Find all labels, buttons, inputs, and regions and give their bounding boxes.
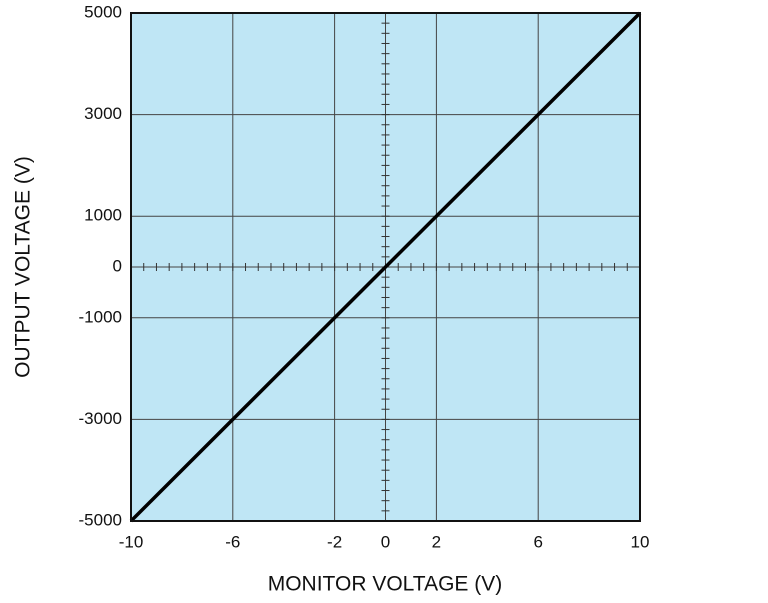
y-axis-label: OUTPUT VOLTAGE (V) [12,156,35,378]
x-tick-label: 0 [381,532,390,551]
y-tick-label: -1000 [79,307,122,326]
y-tick-label: 1000 [84,206,122,225]
y-tick-label: 0 [113,256,122,275]
x-tick-label: -10 [119,532,144,551]
y-tick-label: 3000 [84,104,122,123]
y-tick-label: 5000 [84,2,122,21]
data-line [129,11,642,523]
x-tick-label: 6 [533,532,542,551]
y-tick-label: -5000 [79,510,122,529]
y-tick-label: -3000 [79,409,122,428]
x-tick-label: -2 [327,532,342,551]
x-tick-label: 2 [432,532,441,551]
plot-layer [129,11,642,523]
x-tick-label: -6 [225,532,240,551]
x-axis-label: MONITOR VOLTAGE (V) [268,573,503,596]
plot-border [130,12,641,522]
x-tick-label: 10 [631,532,650,551]
